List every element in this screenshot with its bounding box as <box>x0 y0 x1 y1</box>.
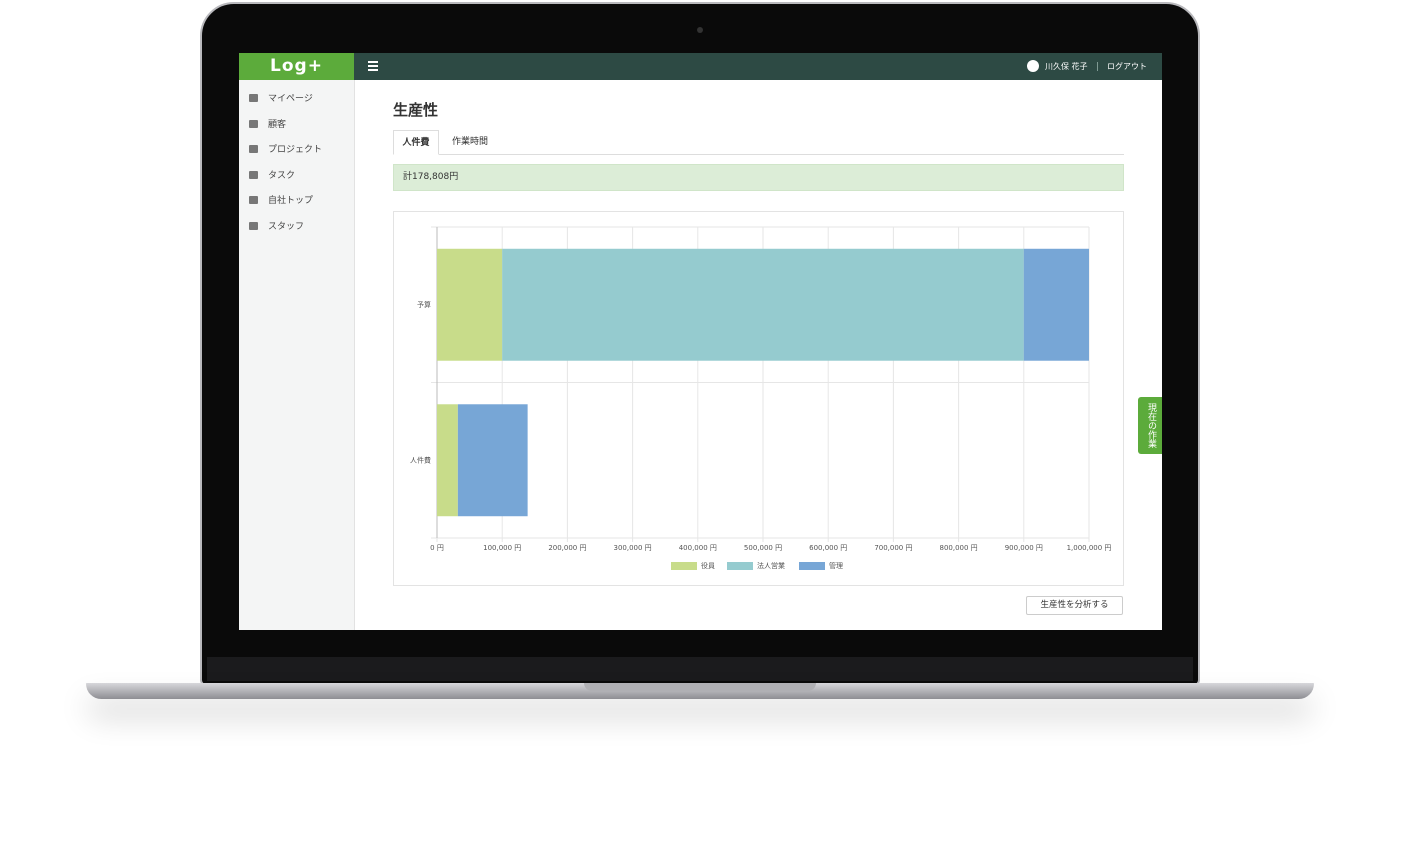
nav-label: タスク <box>268 170 296 181</box>
nav-label: スタッフ <box>268 222 305 232</box>
nav-label: 自社トップ <box>268 196 314 207</box>
legend-swatch <box>671 562 697 570</box>
analyze-button[interactable]: 生産性を分析する <box>1026 596 1123 615</box>
bar-segment <box>457 404 528 517</box>
top-bar: Log+ 川久保 花子 ログアウト <box>239 53 1162 80</box>
separator <box>1097 62 1098 71</box>
x-tick-label: 0 円 <box>430 544 444 552</box>
legend-swatch <box>799 562 825 570</box>
x-tick-label: 1,000,000 円 <box>1067 544 1112 552</box>
nav-item[interactable]: 顧客 <box>249 118 286 132</box>
bar-segment <box>1023 248 1089 361</box>
nav-icon <box>249 170 258 179</box>
nav-item[interactable]: 自社トップ <box>249 194 313 208</box>
camera <box>697 27 703 33</box>
x-tick-label: 300,000 円 <box>614 544 652 552</box>
nav-icon <box>249 222 258 230</box>
y-tick-label: 人件費 <box>410 455 431 464</box>
laptop-notch <box>584 683 816 691</box>
x-tick-label: 700,000 円 <box>874 544 912 552</box>
bar-segment <box>437 248 503 361</box>
chart: 0 円 100,000 円 200,000 円 300,000 円 400,000 円 5… <box>410 226 1112 570</box>
legend-swatch <box>727 562 753 570</box>
laptop-base <box>86 683 1314 699</box>
total-alert: 計178,808円 <box>393 164 1124 191</box>
user-icon <box>1027 60 1039 72</box>
laptop-chin <box>207 657 1193 681</box>
nav-label: マイページ <box>268 94 313 104</box>
x-tick-label: 900,000 円 <box>1005 544 1043 552</box>
tab[interactable]: 作業時間 <box>451 137 488 147</box>
nav-icon <box>249 119 258 128</box>
x-tick-label: 200,000 円 <box>548 544 586 552</box>
nav-icon <box>249 145 258 154</box>
nav-label: プロジェクト <box>268 145 323 156</box>
y-tick-label: 予算 <box>417 300 431 309</box>
nav-item[interactable]: スタッフ <box>249 220 304 234</box>
nav-icon <box>249 196 258 205</box>
nav-label: 顧客 <box>268 119 287 130</box>
user-name[interactable]: 川久保 花子 <box>1045 62 1088 71</box>
tabs: 人件費 作業時間 <box>393 130 1124 155</box>
chart-panel: 0 円 100,000 円 200,000 円 300,000 円 400,000 円 5… <box>393 211 1124 586</box>
current-work-tab[interactable]: 現在の作業 <box>1138 397 1162 454</box>
page-title: 生産性 <box>393 101 439 119</box>
tab[interactable]: 人件費 <box>393 130 439 155</box>
screen: Log+ 川久保 花子 ログアウト マイページ顧客プロジェクト タスク自社トップス… <box>239 53 1162 630</box>
x-tick-label: 500,000 円 <box>744 544 782 552</box>
logo[interactable]: Log+ <box>239 53 354 80</box>
bar-segment <box>502 248 1024 361</box>
x-tick-label: 600,000 円 <box>809 544 847 552</box>
x-tick-label: 400,000 円 <box>679 544 717 552</box>
nav-item[interactable]: タスク <box>249 169 295 183</box>
nav-icon <box>249 94 258 102</box>
menu-toggle[interactable] <box>368 61 378 71</box>
legend-label: 法人営業 <box>757 561 785 570</box>
nav-item[interactable]: プロジェクト <box>249 143 322 157</box>
logout-link[interactable]: ログアウト <box>1107 62 1147 71</box>
legend-label: 管理 <box>829 561 843 570</box>
bar-segment <box>437 404 458 517</box>
x-tick-label: 800,000 円 <box>940 544 978 552</box>
legend-label: 役員 <box>701 561 715 570</box>
nav-item[interactable]: マイページ <box>249 92 313 106</box>
sidebar: マイページ顧客プロジェクト タスク自社トップスタッフ <box>239 80 355 630</box>
x-tick-label: 100,000 円 <box>483 544 521 552</box>
